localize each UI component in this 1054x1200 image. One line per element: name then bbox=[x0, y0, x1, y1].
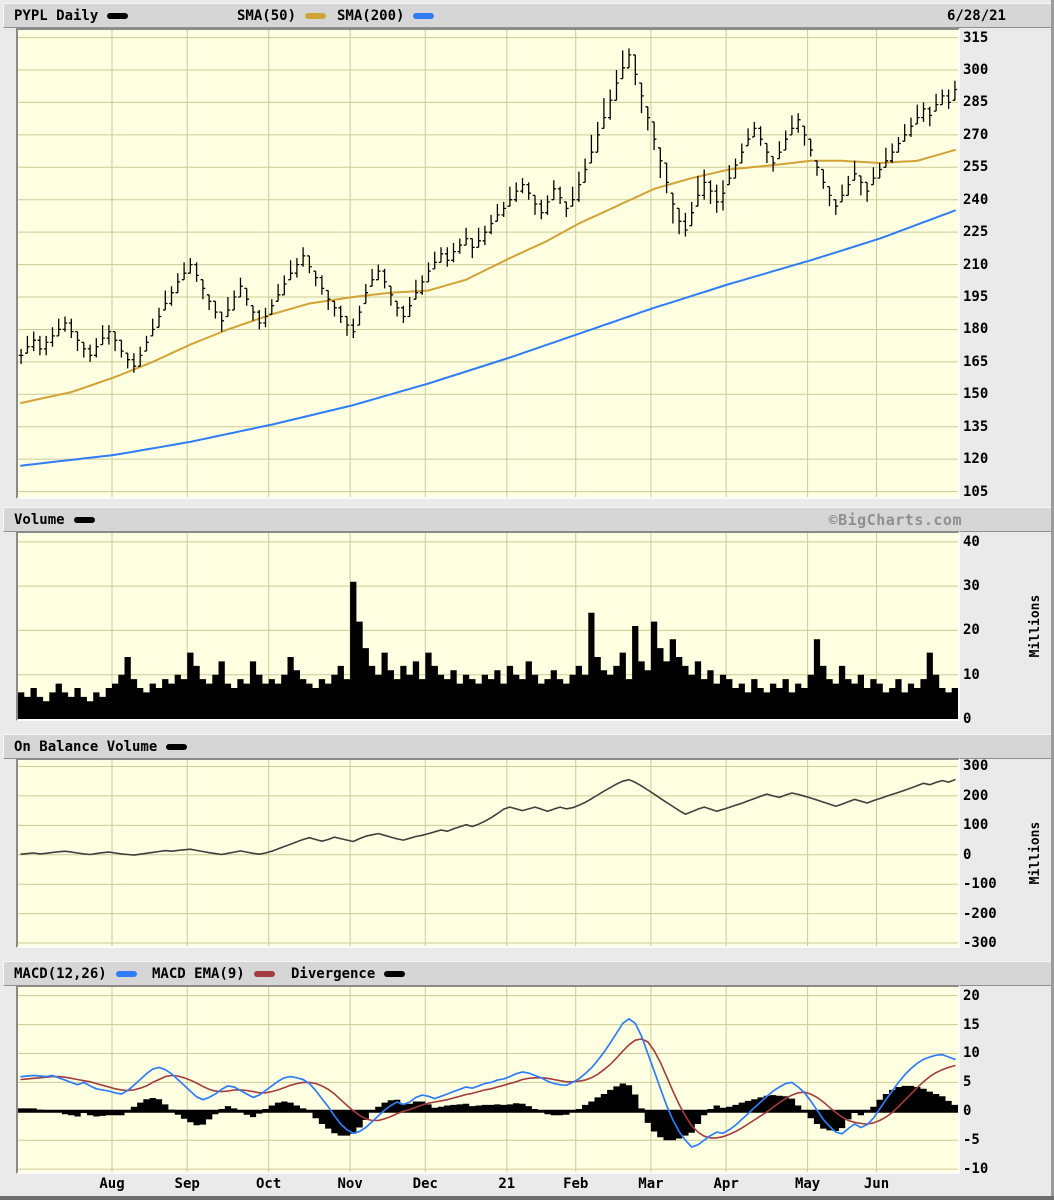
volume-plot bbox=[16, 531, 960, 721]
window-bottom-edge bbox=[0, 1196, 1054, 1200]
y-axis-tick-label: 30 bbox=[963, 578, 980, 595]
obv-unit-label: Millions bbox=[1028, 821, 1043, 885]
obv-label: On Balance Volume bbox=[14, 738, 158, 755]
obv-y-axis: 300 200 100 0 -100 -200 -300 bbox=[963, 758, 1023, 951]
y-axis-tick-label: 210 bbox=[963, 256, 989, 273]
y-axis-tick-label: 0 bbox=[963, 846, 972, 863]
y-axis-tick-label: 225 bbox=[963, 224, 989, 241]
x-axis-month-label: 21 bbox=[498, 1176, 516, 1192]
obv-plot bbox=[16, 758, 960, 948]
volume-swatch-icon bbox=[73, 516, 95, 523]
macd-plot bbox=[16, 985, 960, 1174]
sma50-swatch-icon bbox=[305, 12, 327, 19]
macd-ema-swatch-icon bbox=[253, 970, 275, 977]
x-axis-month-label: Aug bbox=[99, 1176, 125, 1192]
x-axis-month-label: Sep bbox=[174, 1176, 200, 1192]
y-axis-tick-label: 10 bbox=[963, 666, 980, 683]
y-axis-tick-label: 315 bbox=[963, 29, 989, 46]
price-y-axis: 315 300 285 270 255 240 225 210 195 180 165 150 135 1… bbox=[963, 29, 1023, 500]
y-axis-tick-label: 300 bbox=[963, 61, 989, 78]
volume-panel-header: Volume ©BigCharts.com bbox=[3, 507, 1053, 532]
obv-chart-svg bbox=[18, 760, 958, 946]
y-axis-tick-label: 135 bbox=[963, 418, 989, 435]
x-axis-month-label: Apr bbox=[713, 1176, 739, 1192]
y-axis-tick-label: -10 bbox=[963, 1161, 989, 1178]
x-axis-month-label: Nov bbox=[337, 1176, 363, 1192]
y-axis-tick-label: 20 bbox=[963, 622, 980, 639]
divergence-label: Divergence bbox=[291, 965, 376, 982]
y-axis-tick-label: -5 bbox=[963, 1132, 980, 1149]
y-axis-tick-label: 0 bbox=[963, 711, 972, 727]
y-axis-tick-label: 5 bbox=[963, 1074, 972, 1091]
price-chart-svg bbox=[18, 30, 958, 497]
y-axis-tick-label: 255 bbox=[963, 159, 989, 176]
y-axis-tick-label: 120 bbox=[963, 451, 989, 468]
y-axis-tick-label: 285 bbox=[963, 94, 989, 111]
obv-panel-header: On Balance Volume bbox=[3, 734, 1053, 759]
volume-unit-label: Millions bbox=[1028, 594, 1043, 658]
divergence-swatch-icon bbox=[384, 970, 406, 977]
macd-chart-svg bbox=[18, 987, 958, 1172]
y-axis-tick-label: 165 bbox=[963, 353, 989, 370]
y-axis-tick-label: 15 bbox=[963, 1016, 980, 1033]
y-axis-tick-label: 300 bbox=[963, 758, 989, 775]
x-axis-month-label: Feb bbox=[563, 1176, 589, 1192]
y-axis-tick-label: 20 bbox=[963, 987, 980, 1004]
y-axis-tick-label: -300 bbox=[963, 935, 997, 952]
sma200-swatch-icon bbox=[413, 12, 435, 19]
y-axis-tick-label: 40 bbox=[963, 533, 980, 550]
bigcharts-watermark: ©BigCharts.com bbox=[828, 510, 962, 529]
macd-panel-header: MACD(12,26) MACD EMA(9) Divergence bbox=[3, 961, 1053, 986]
x-axis-month-label: Oct bbox=[256, 1176, 282, 1192]
macd-swatch-icon bbox=[115, 970, 137, 977]
y-axis-tick-label: 240 bbox=[963, 191, 989, 208]
window-right-edge bbox=[1051, 0, 1054, 1200]
price-series-swatch-icon bbox=[107, 12, 129, 19]
y-axis-tick-label: 195 bbox=[963, 289, 989, 305]
x-axis-month-labels: Aug Sep Oct Nov Dec 21 Feb Mar Apr May Jun bbox=[16, 1174, 960, 1198]
y-axis-tick-label: 100 bbox=[963, 817, 989, 834]
sma50-label: SMA(50) bbox=[237, 7, 297, 24]
macd-label: MACD(12,26) bbox=[14, 965, 107, 982]
y-axis-tick-label: -100 bbox=[963, 876, 997, 893]
y-axis-tick-label: 180 bbox=[963, 321, 989, 338]
x-axis-month-label: Mar bbox=[638, 1176, 664, 1192]
y-axis-tick-label: 0 bbox=[963, 1103, 972, 1120]
volume-chart-svg bbox=[18, 533, 958, 719]
price-panel-header: PYPL Daily SMA(50) SMA(200) 6/28/21 bbox=[3, 3, 1053, 28]
chart-date: 6/28/21 bbox=[946, 7, 1006, 24]
symbol-label: PYPL Daily bbox=[14, 7, 99, 24]
x-axis-month-label: May bbox=[794, 1176, 821, 1192]
y-axis-tick-label: 200 bbox=[963, 787, 989, 804]
macd-y-axis: 20 15 10 5 0 -5 -10 bbox=[963, 987, 1023, 1177]
y-axis-tick-label: 270 bbox=[963, 126, 989, 143]
volume-label: Volume bbox=[14, 511, 65, 528]
sma200-label: SMA(200) bbox=[337, 7, 405, 24]
x-axis-month-label: Dec bbox=[412, 1176, 438, 1192]
price-plot bbox=[16, 28, 960, 499]
y-axis-tick-label: 10 bbox=[963, 1045, 980, 1062]
y-axis-tick-label: -200 bbox=[963, 905, 997, 922]
y-axis-tick-label: 105 bbox=[963, 483, 989, 500]
y-axis-tick-label: 150 bbox=[963, 386, 989, 403]
macd-ema-label: MACD EMA(9) bbox=[152, 965, 245, 982]
obv-swatch-icon bbox=[166, 743, 188, 750]
volume-y-axis: 40 30 20 10 0 bbox=[963, 533, 1023, 727]
x-axis-month-label: Jun bbox=[863, 1176, 890, 1192]
